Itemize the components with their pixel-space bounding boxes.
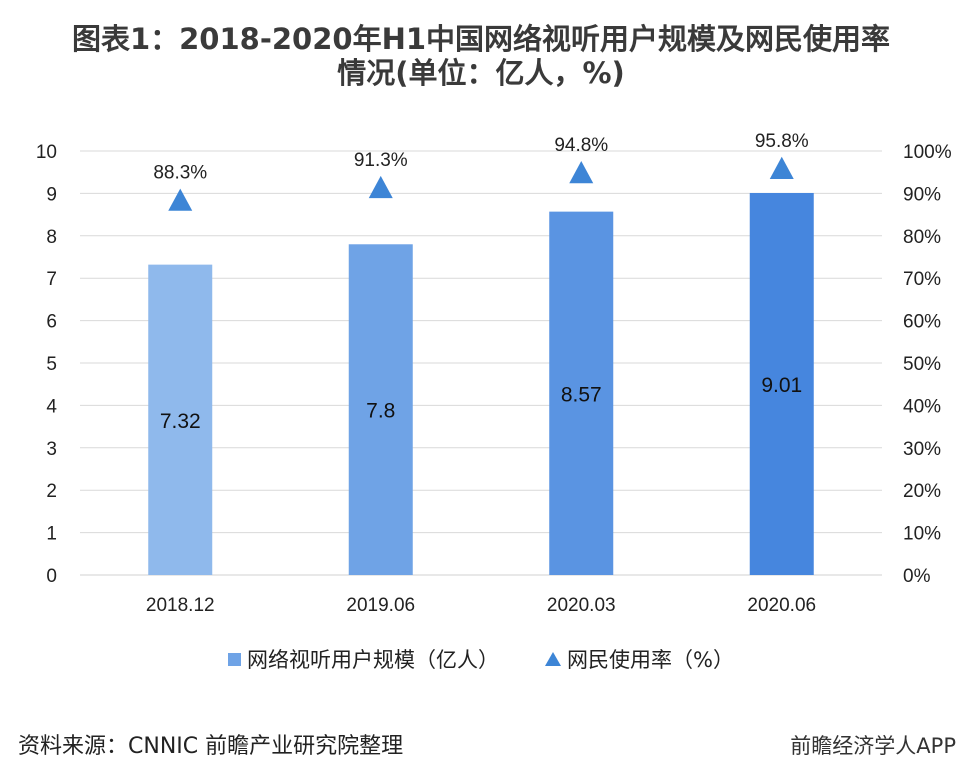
bar — [148, 264, 213, 575]
bar — [749, 192, 814, 575]
x-tick-label: 2020.03 — [547, 595, 616, 616]
chart-title: 图表1：2018-2020年H1中国网络视听用户规模及网民使用率 情况(单位：亿… — [0, 22, 962, 90]
bar-value-label: 7.32 — [160, 410, 201, 433]
bar — [348, 244, 413, 575]
legend-item-bar: 网络视听用户规模（亿人） — [228, 644, 499, 674]
left-tick-label: 6 — [46, 312, 57, 333]
bar-value-label: 8.57 — [561, 383, 602, 406]
right-tick-label: 90% — [903, 184, 941, 205]
gridlines — [80, 150, 882, 576]
rate-value-label: 95.8% — [755, 131, 809, 152]
rate-marker — [769, 156, 794, 180]
legend-bar-swatch — [228, 652, 242, 666]
right-axis: 0% 10% 20% 30% 40% 50% 60% 70% 80% 90% 100% — [903, 142, 952, 587]
x-tick-label: 2019.06 — [346, 595, 415, 616]
chart-plot: 0 1 2 3 4 5 6 7 8 9 10 0% 10% 20% 30% 40% 50% 60% 70% 80% 9… — [36, 131, 952, 616]
right-tick-label: 60% — [903, 312, 941, 333]
right-tick-label: 10% — [903, 524, 941, 545]
left-tick-label: 8 — [46, 227, 57, 248]
rate-marker — [368, 175, 393, 199]
bar-series: 7.32 7.8 8.57 9.01 — [148, 192, 814, 575]
chart-title-line2: 情况(单位：亿人，%) — [337, 56, 625, 90]
rate-marker — [168, 188, 193, 211]
left-tick-label: 1 — [46, 524, 57, 545]
rate-marker — [569, 161, 594, 184]
left-tick-label: 10 — [36, 142, 57, 163]
source-note: 资料来源：CNNIC 前瞻产业研究院整理 — [18, 734, 404, 759]
left-tick-label: 2 — [46, 481, 57, 502]
left-tick-label: 9 — [46, 184, 57, 205]
marker-series: 88.3% 91.3% 94.8% 95.8% — [153, 131, 809, 211]
left-tick-label: 3 — [46, 439, 57, 460]
left-tick-label: 5 — [46, 354, 57, 375]
chart-legend: 网络视听用户规模（亿人） 网民使用率（%） — [0, 644, 962, 674]
left-tick-label: 0 — [46, 566, 57, 587]
right-tick-label: 80% — [903, 227, 941, 248]
rate-value-label: 94.8% — [554, 135, 608, 156]
bar-value-label: 7.8 — [366, 400, 395, 423]
bar-value-label: 9.01 — [761, 374, 802, 397]
right-tick-label: 30% — [903, 439, 941, 460]
right-tick-label: 20% — [903, 481, 941, 502]
right-tick-label: 100% — [903, 142, 952, 163]
bar — [549, 211, 614, 575]
legend-bar-label: 网络视听用户规模（亿人） — [247, 648, 500, 672]
right-tick-label: 40% — [903, 396, 941, 417]
x-axis: 2018.12 2019.06 2020.03 2020.06 — [146, 595, 816, 616]
rate-value-label: 91.3% — [354, 150, 408, 171]
right-tick-label: 70% — [903, 269, 941, 290]
legend-triangle-icon — [545, 652, 562, 666]
right-tick-label: 50% — [903, 354, 941, 375]
legend-item-marker: 网民使用率（%） — [545, 644, 734, 674]
left-tick-label: 4 — [46, 396, 57, 417]
legend-marker-label: 网民使用率（%） — [567, 648, 734, 672]
chart-title-line1: 图表1：2018-2020年H1中国网络视听用户规模及网民使用率 — [71, 22, 891, 56]
left-tick-label: 7 — [46, 269, 57, 290]
left-axis: 0 1 2 3 4 5 6 7 8 9 10 — [36, 142, 58, 587]
rate-value-label: 88.3% — [153, 163, 207, 184]
brand-credit: 前瞻经济学人APP — [790, 734, 956, 758]
right-tick-label: 0% — [903, 566, 931, 587]
x-tick-label: 2020.06 — [747, 595, 816, 616]
x-tick-label: 2018.12 — [146, 595, 215, 616]
